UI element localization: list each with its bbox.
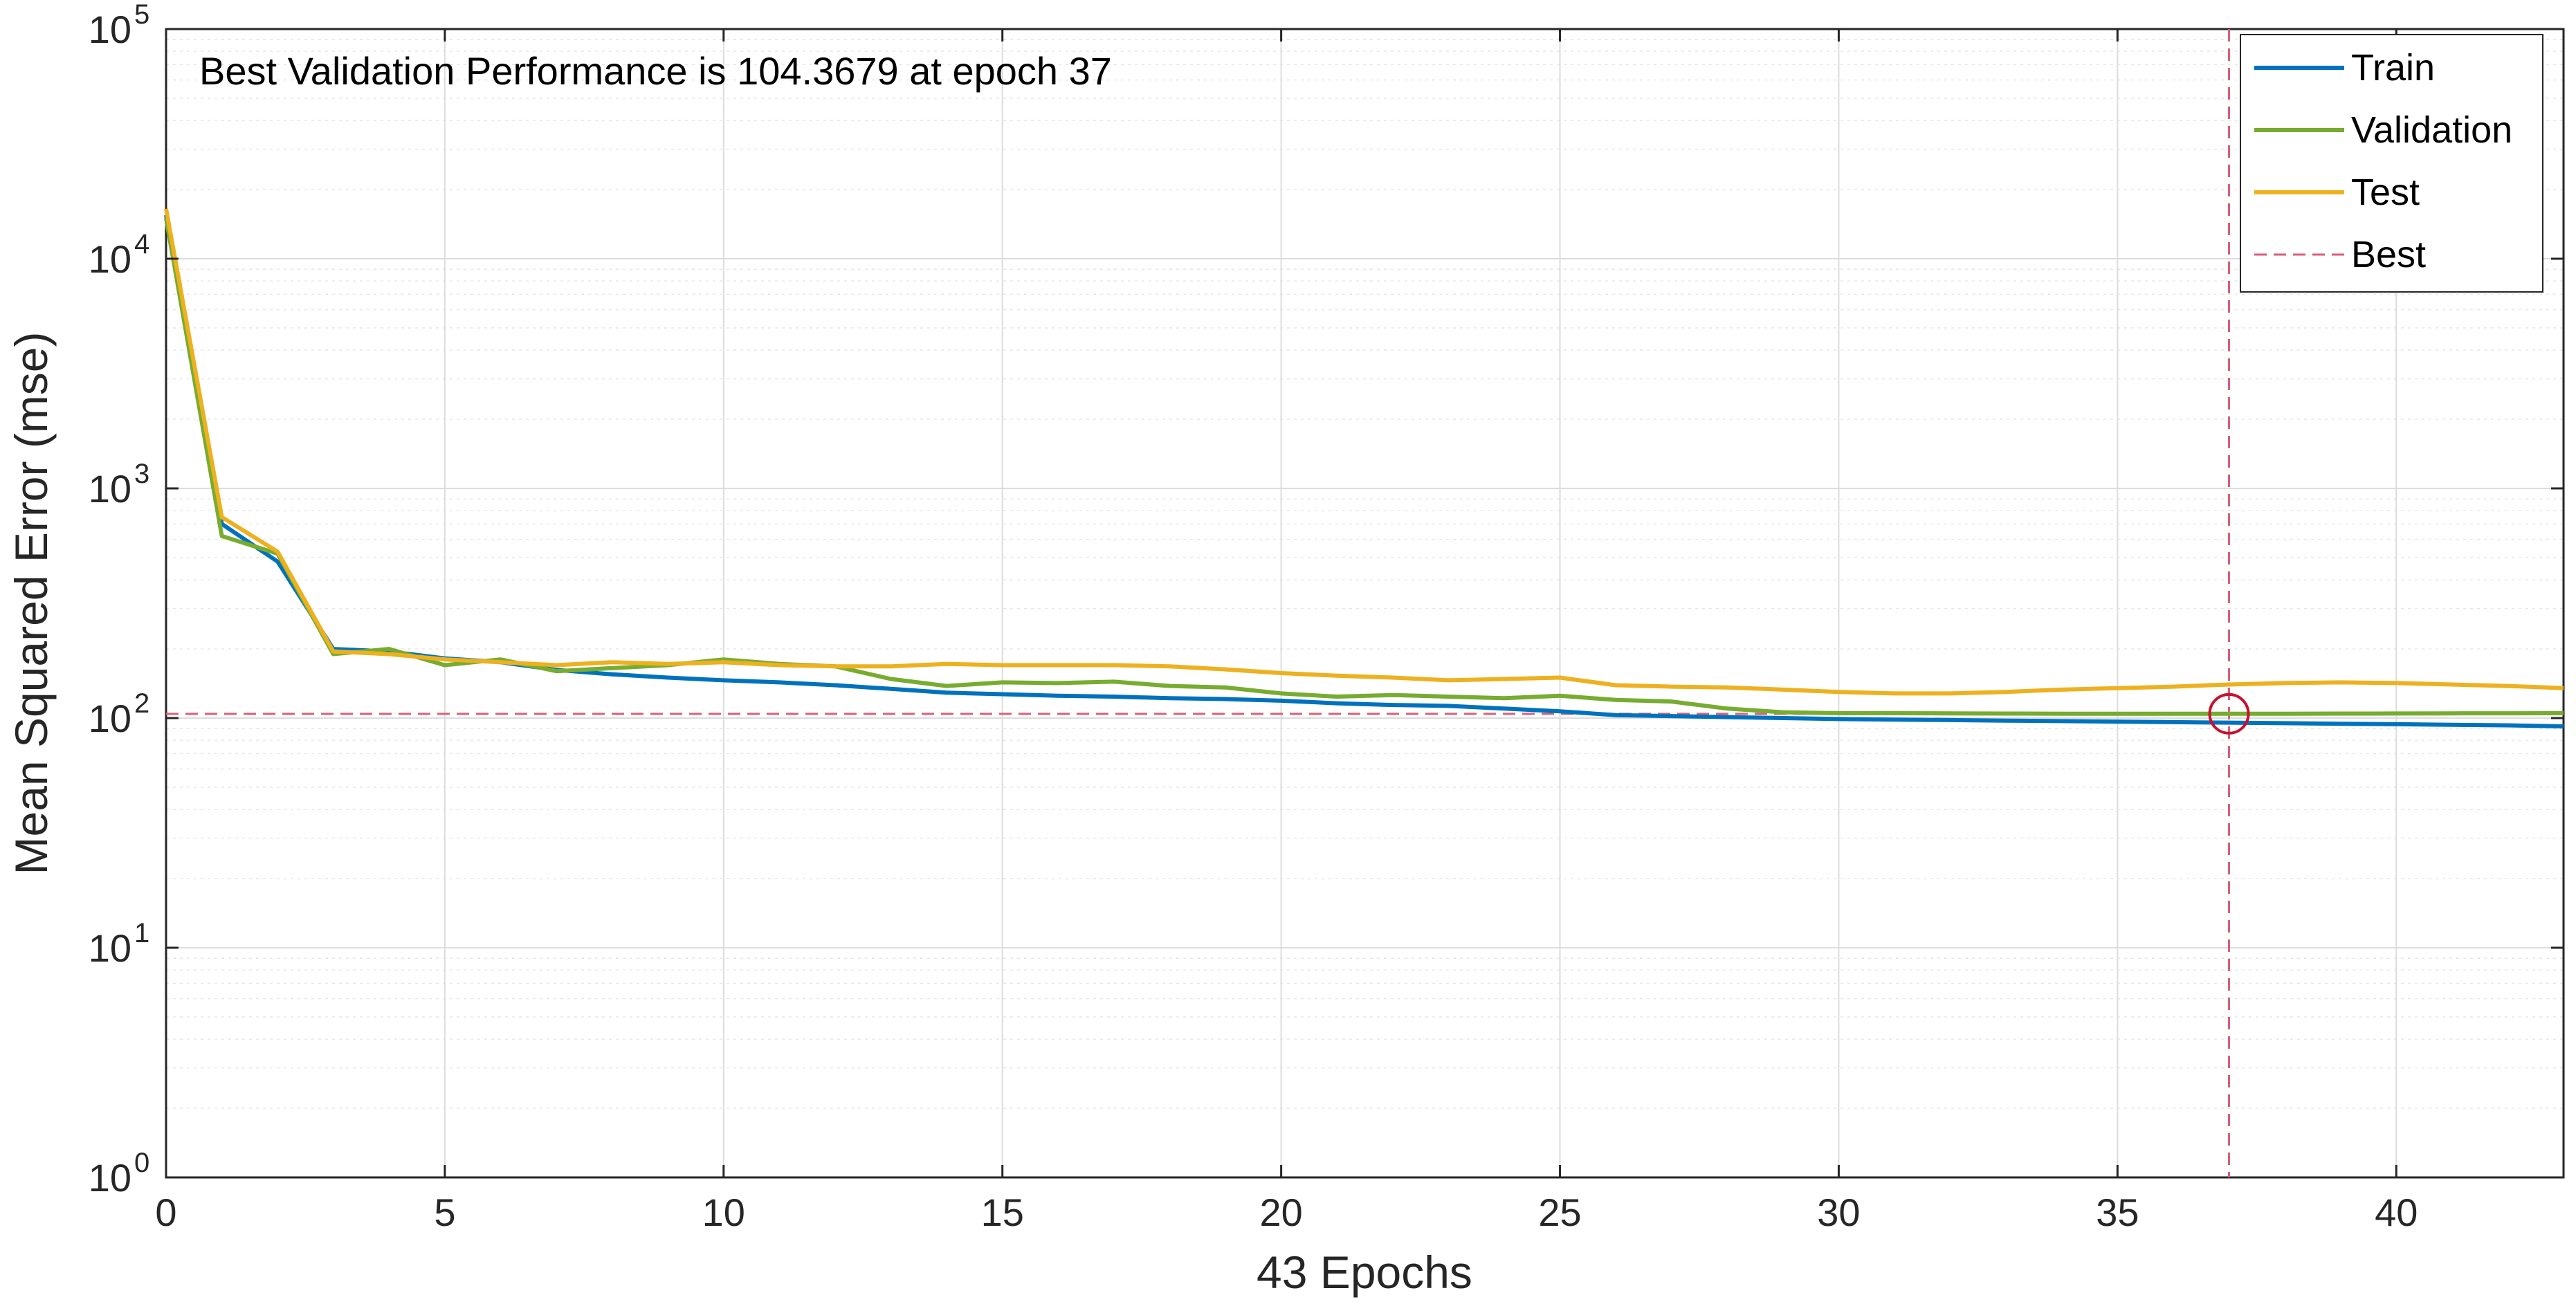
y-tick-exponent: 0 — [134, 1148, 149, 1178]
legend-label-test: Test — [2351, 172, 2420, 213]
y-tick-exponent: 3 — [134, 459, 149, 489]
y-tick-label: 10 4 — [89, 229, 150, 281]
y-tick-base: 10 — [89, 8, 131, 51]
x-tick-label: 15 — [981, 1191, 1024, 1234]
x-tick-label: 10 — [702, 1191, 745, 1234]
y-tick-base: 10 — [89, 697, 131, 740]
y-tick-label: 10 3 — [89, 459, 150, 511]
x-axis-ticks: 0 5 10 15 20 25 30 35 40 — [155, 29, 2418, 1234]
x-tick-label: 0 — [155, 1191, 176, 1234]
y-tick-label: 10 1 — [89, 918, 150, 970]
y-tick-exponent: 2 — [134, 688, 149, 719]
y-tick-base: 10 — [89, 926, 131, 970]
chart-title: Best Validation Performance is 104.3679 … — [199, 49, 1112, 93]
y-tick-base: 10 — [89, 237, 131, 281]
x-tick-label: 35 — [2096, 1191, 2139, 1234]
legend-label-validation: Validation — [2351, 109, 2512, 151]
y-tick-label: 10 5 — [89, 0, 150, 51]
y-tick-exponent: 4 — [134, 229, 149, 259]
best-epoch-circle — [2208, 692, 2250, 735]
x-axis-label: 43 Epochs — [1257, 1247, 1472, 1298]
y-tick-label: 10 2 — [89, 688, 150, 740]
series-lines — [164, 208, 2564, 728]
legend: Train Validation Test Best — [2240, 34, 2543, 293]
y-tick-base: 10 — [89, 467, 131, 511]
x-tick-label: 20 — [1259, 1191, 1302, 1234]
y-tick-exponent: 5 — [134, 0, 149, 30]
x-tick-label: 40 — [2375, 1191, 2418, 1234]
plot-area — [165, 28, 2565, 1179]
legend-box — [2240, 34, 2543, 293]
series-line-test — [164, 208, 2564, 696]
y-axis-label: Mean Squared Error (mse) — [6, 332, 57, 875]
x-tick-label: 5 — [434, 1191, 455, 1234]
x-tick-label: 25 — [1538, 1191, 1581, 1234]
series-line-validation — [164, 217, 2564, 716]
legend-label-best: Best — [2351, 234, 2426, 275]
legend-label-train: Train — [2351, 47, 2435, 89]
y-tick-label: 10 0 — [89, 1148, 150, 1200]
x-tick-label: 30 — [1817, 1191, 1860, 1234]
y-tick-exponent: 1 — [134, 918, 149, 948]
y-tick-base: 10 — [89, 1156, 131, 1200]
best-marker — [2208, 692, 2250, 735]
